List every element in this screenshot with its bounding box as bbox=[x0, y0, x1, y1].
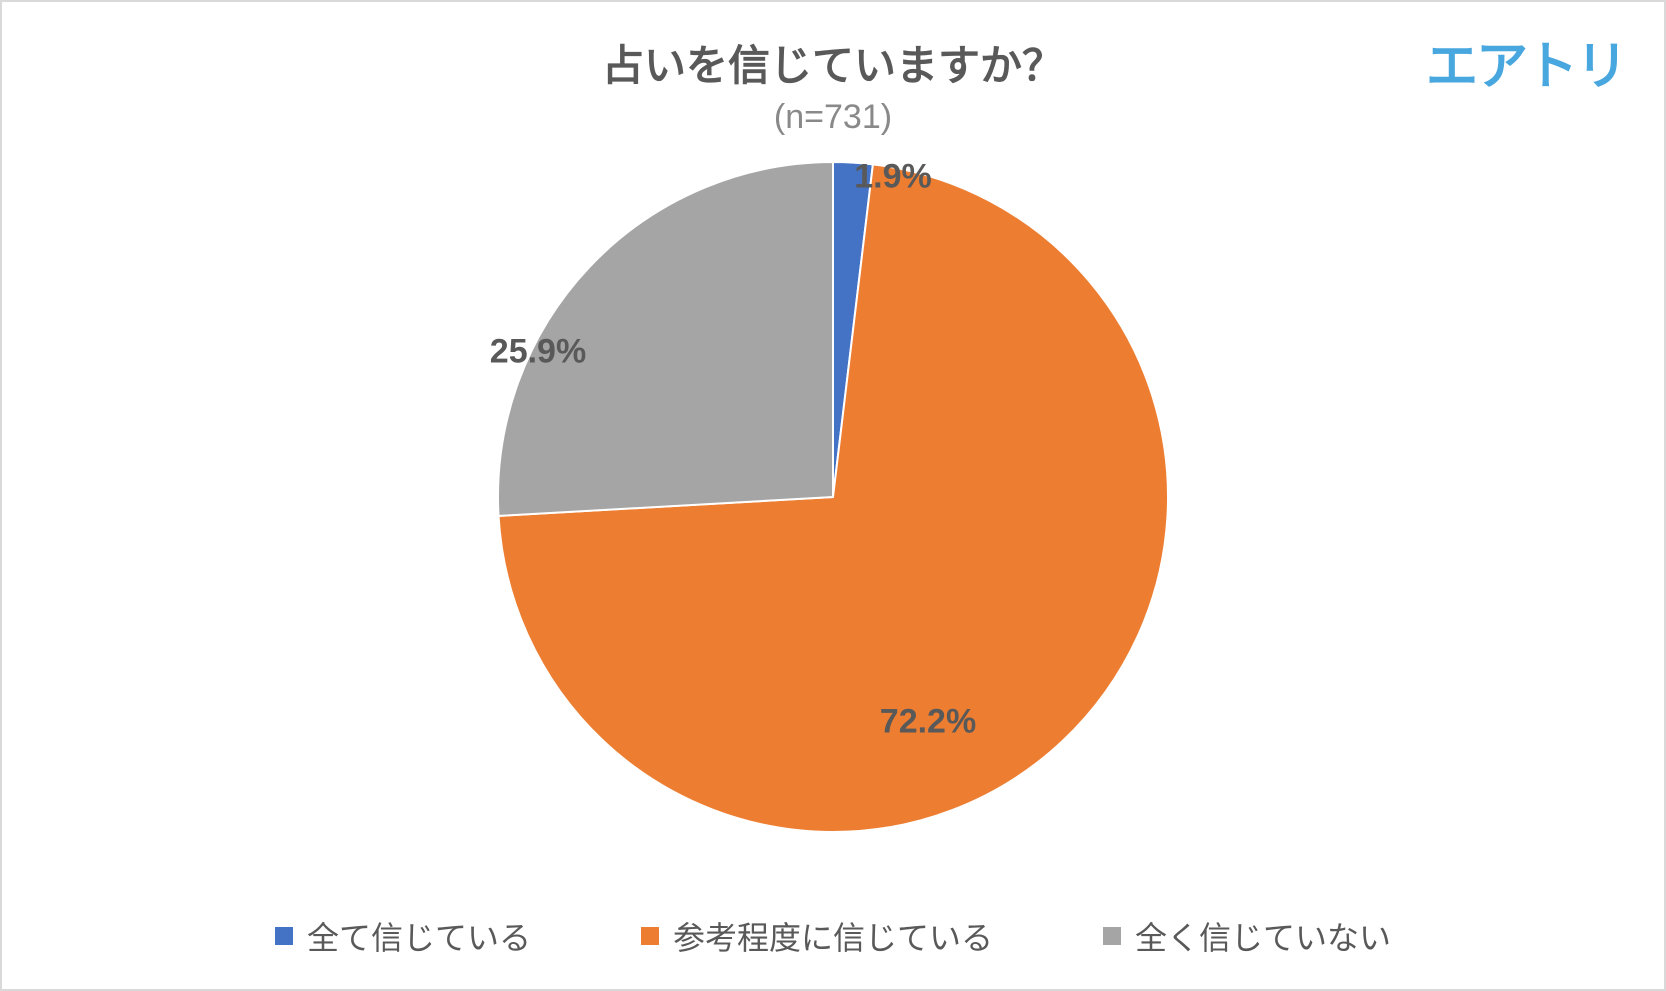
legend-label-1: 参考程度に信じている bbox=[673, 913, 993, 959]
slice-label-1: 72.2% bbox=[880, 703, 976, 742]
slice-label-2: 25.9% bbox=[490, 333, 586, 372]
brand-logo: エアトリ bbox=[1426, 24, 1626, 99]
legend-label-0: 全て信じている bbox=[307, 913, 531, 959]
legend-item-2: 全く信じていない bbox=[1103, 913, 1391, 959]
chart-legend: 全て信じている 参考程度に信じている 全く信じていない bbox=[2, 913, 1664, 959]
legend-item-1: 参考程度に信じている bbox=[641, 913, 993, 959]
legend-swatch-2 bbox=[1103, 927, 1121, 945]
chart-title: 占いを信じていますか？ bbox=[2, 32, 1664, 93]
chart-frame: 占いを信じていますか？ (n=731) エアトリ 1.9%72.2%25.9% … bbox=[0, 0, 1666, 991]
chart-subtitle: (n=731) bbox=[2, 98, 1664, 137]
pie-chart: 1.9%72.2%25.9% bbox=[498, 162, 1168, 832]
legend-item-0: 全て信じている bbox=[275, 913, 531, 959]
slice-label-0: 1.9% bbox=[854, 158, 932, 197]
legend-swatch-1 bbox=[641, 927, 659, 945]
legend-swatch-0 bbox=[275, 927, 293, 945]
legend-label-2: 全く信じていない bbox=[1135, 913, 1391, 959]
